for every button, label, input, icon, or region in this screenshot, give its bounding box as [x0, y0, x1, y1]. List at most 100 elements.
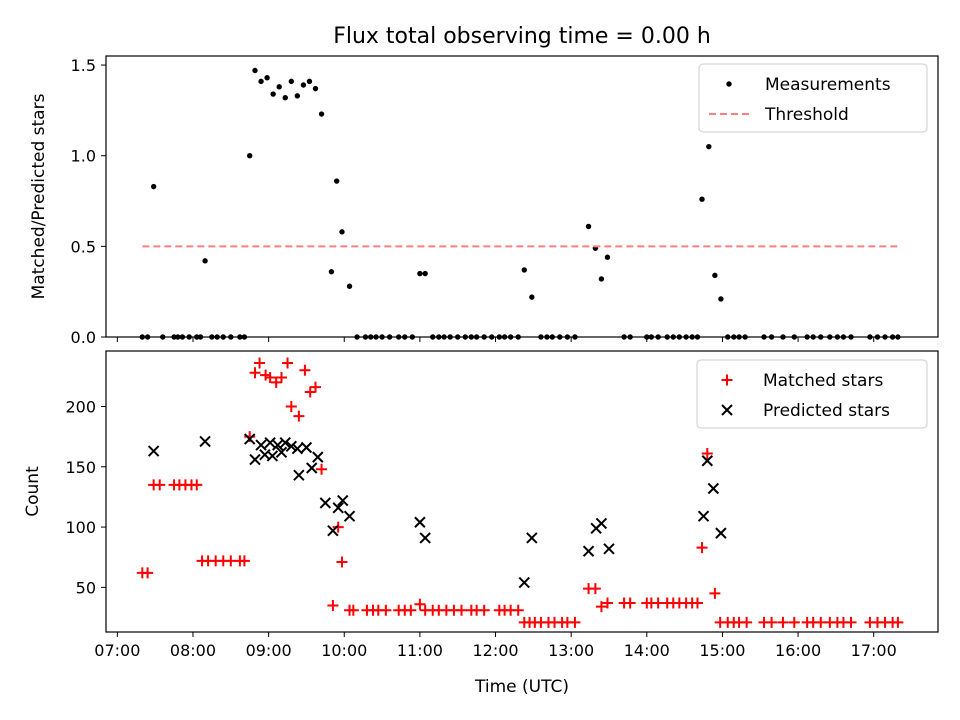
predicted-star-marker — [279, 436, 291, 449]
predicted-star-marker — [264, 436, 276, 449]
predicted-star-marker — [327, 524, 339, 537]
measurement-point — [247, 153, 253, 159]
chart-title: Flux total observing time = 0.00 h — [333, 24, 711, 49]
matched-star-marker — [709, 587, 721, 599]
predicted-star-marker — [255, 439, 267, 451]
predicted-star-marker — [603, 543, 615, 555]
measurement-point — [521, 267, 527, 273]
matched-star-marker — [347, 604, 359, 616]
predicted-star-marker — [697, 510, 710, 522]
matched-star-marker — [601, 597, 613, 609]
y-tick-label: 200 — [65, 397, 96, 416]
measurement-point — [346, 283, 353, 289]
measurement-point — [318, 111, 325, 117]
x-tick-label: 16:00 — [775, 641, 821, 660]
y-tick-label: 150 — [65, 458, 96, 477]
matched-star-marker — [512, 604, 524, 616]
matched-star-marker — [892, 616, 904, 628]
predicted-star-marker — [518, 576, 530, 589]
matched-star-marker — [142, 567, 154, 579]
predicted-star-marker — [332, 502, 344, 514]
matched-star-marker — [191, 479, 203, 491]
matched-star-marker — [254, 357, 266, 369]
measurement-point — [202, 258, 208, 264]
matched-star-marker — [414, 598, 426, 610]
top-panel-ratio: 0.0 0.5 1.0 1.5 Matched/Predicted stars Measu… — [29, 55, 939, 347]
predicted-star-marker — [300, 441, 313, 454]
predicted-star-marker — [306, 462, 318, 474]
predicted-star-marker — [715, 527, 727, 539]
x-axis-label: Time (UTC) — [474, 677, 569, 697]
matched-star-marker — [696, 542, 708, 554]
measurement-point — [300, 82, 307, 88]
predicted-star-marker — [199, 435, 211, 448]
x-tick-label: 15:00 — [699, 641, 745, 660]
top-axes-frame — [105, 55, 939, 338]
top-y-axis-label: Matched/Predicted stars — [29, 93, 49, 299]
matched-star-marker — [327, 599, 339, 611]
bottom-series-predicted-stars — [147, 433, 727, 589]
y-tick-label: 1.0 — [71, 147, 96, 166]
x-tick-label: 07:00 — [94, 641, 140, 660]
measurement-point — [264, 75, 270, 81]
bottom-panel-counts: 07:00 08:00 09:00 10:00 11:00 12:00 13:00 14:00… — [23, 350, 939, 660]
predicted-star-marker — [285, 440, 298, 452]
predicted-star-marker — [275, 446, 288, 459]
predicted-star-marker — [293, 469, 305, 481]
predicted-star-marker — [291, 442, 304, 455]
matched-star-marker — [701, 448, 713, 460]
legend-marker-swatch — [721, 374, 733, 386]
predicted-star-marker — [707, 482, 720, 495]
matched-star-marker — [569, 616, 581, 628]
predicted-star-marker — [249, 453, 261, 466]
matched-star-marker — [788, 616, 800, 628]
predicted-star-marker — [147, 445, 160, 457]
matched-star-marker — [845, 616, 857, 628]
matched-star-marker — [154, 479, 166, 491]
matched-star-marker — [624, 597, 636, 609]
measurement-point — [276, 84, 282, 90]
matched-star-marker — [282, 357, 294, 369]
measurement-point — [718, 296, 724, 302]
matched-star-marker — [275, 372, 287, 384]
measurement-point — [699, 196, 705, 202]
matched-star-marker — [777, 616, 789, 628]
matched-star-marker — [589, 583, 601, 595]
x-tick-label: 08:00 — [170, 641, 216, 660]
x-tick-label: 14:00 — [624, 641, 670, 660]
predicted-star-marker — [312, 451, 324, 463]
y-tick-label: 100 — [65, 518, 96, 537]
matched-star-marker — [264, 372, 276, 384]
bottom-axes-frame — [105, 350, 939, 633]
predicted-star-marker — [271, 439, 284, 451]
measurement-point — [339, 229, 345, 235]
matched-star-marker — [405, 604, 417, 616]
matched-star-marker — [304, 386, 316, 398]
measurement-point — [258, 78, 264, 85]
predicted-star-marker — [701, 455, 714, 467]
measurement-point — [333, 178, 340, 184]
measurement-point — [422, 270, 428, 277]
measurement-point — [585, 223, 592, 230]
legend-label: Measurements — [765, 75, 891, 95]
matched-star-marker — [285, 400, 297, 412]
matched-star-marker — [741, 616, 753, 628]
measurement-point — [294, 93, 301, 99]
matched-star-marker — [238, 555, 250, 567]
predicted-star-marker — [419, 532, 431, 544]
predicted-star-marker — [414, 516, 426, 528]
legend-label: Matched stars — [763, 371, 883, 391]
matched-star-marker — [455, 604, 467, 616]
measurement-point — [604, 254, 611, 260]
predicted-star-marker — [343, 510, 356, 522]
measurement-point — [288, 78, 295, 85]
matched-star-marker — [249, 367, 261, 379]
measurement-point — [150, 183, 157, 190]
legend-box — [698, 63, 928, 133]
matched-star-marker — [293, 410, 305, 422]
predicted-star-marker — [266, 450, 279, 462]
y-tick-label: 1.5 — [71, 56, 96, 75]
measurement-point — [598, 276, 605, 282]
y-tick-label: 0.5 — [71, 237, 96, 256]
legend-label: Threshold — [764, 105, 849, 125]
